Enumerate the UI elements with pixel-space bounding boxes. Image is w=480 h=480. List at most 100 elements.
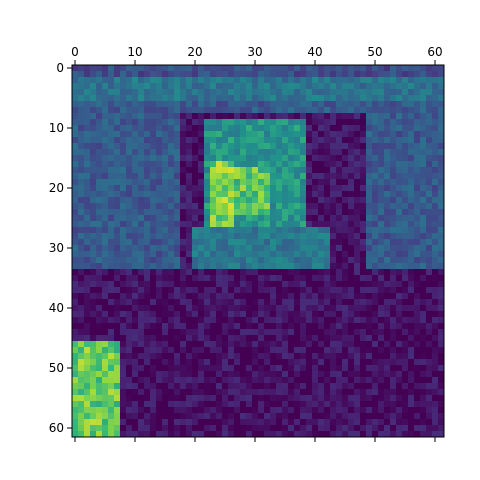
heatmap-cell	[294, 113, 301, 120]
heatmap-cell	[414, 263, 421, 270]
heatmap-cell	[180, 131, 187, 138]
heatmap-cell	[144, 227, 151, 234]
heatmap-cell	[78, 251, 85, 258]
heatmap-cell	[240, 95, 247, 102]
heatmap-cell	[240, 419, 247, 426]
heatmap-cell	[162, 65, 169, 72]
heatmap-cell	[288, 263, 295, 270]
heatmap-cell	[258, 407, 265, 414]
heatmap-cell	[420, 251, 427, 258]
heatmap-cell	[300, 335, 307, 342]
heatmap-cell	[276, 419, 283, 426]
heatmap-cell	[132, 341, 139, 348]
heatmap-cell	[384, 203, 391, 210]
heatmap-cell	[84, 239, 91, 246]
heatmap-cell	[282, 173, 289, 180]
heatmap-cell	[330, 233, 337, 240]
heatmap-cell	[180, 167, 187, 174]
heatmap-cell	[384, 383, 391, 390]
heatmap-cell	[246, 293, 253, 300]
heatmap-cell	[414, 227, 421, 234]
heatmap-cell	[372, 245, 379, 252]
heatmap-cell	[402, 245, 409, 252]
heatmap-cell	[360, 203, 367, 210]
heatmap-cell	[198, 365, 205, 372]
heatmap-cell	[210, 305, 217, 312]
heatmap-cell	[306, 149, 313, 156]
heatmap-cell	[108, 281, 115, 288]
heatmap-cell	[324, 383, 331, 390]
heatmap-cell	[408, 371, 415, 378]
heatmap-cell	[144, 377, 151, 384]
heatmap-cell	[402, 317, 409, 324]
heatmap-cell	[246, 173, 253, 180]
heatmap-cell	[384, 317, 391, 324]
heatmap-cell	[192, 83, 199, 90]
heatmap-cell	[78, 149, 85, 156]
heatmap-cell	[282, 389, 289, 396]
heatmap-cell	[192, 113, 199, 120]
heatmap-cell	[312, 401, 319, 408]
heatmap-cell	[246, 425, 253, 432]
heatmap-cell	[72, 275, 79, 282]
heatmap-cell	[156, 281, 163, 288]
heatmap-cell	[438, 311, 445, 318]
heatmap-cell	[204, 389, 211, 396]
heatmap-cell	[432, 89, 439, 96]
heatmap-cell	[426, 227, 433, 234]
heatmap-cell	[318, 269, 325, 276]
heatmap-cell	[300, 383, 307, 390]
x-tick-label: 60	[427, 45, 442, 59]
heatmap-cell	[366, 413, 373, 420]
heatmap-cell	[414, 425, 421, 432]
heatmap-cell	[156, 263, 163, 270]
heatmap-cell	[246, 395, 253, 402]
heatmap-cell	[366, 113, 373, 120]
heatmap-cell	[102, 275, 109, 282]
heatmap-cell	[126, 101, 133, 108]
heatmap-cell	[432, 251, 439, 258]
heatmap-cell	[288, 77, 295, 84]
heatmap-cell	[402, 335, 409, 342]
heatmap-cell	[396, 323, 403, 330]
heatmap-cell	[342, 215, 349, 222]
heatmap-cell	[96, 173, 103, 180]
heatmap-cell	[114, 161, 121, 168]
heatmap-cell	[198, 419, 205, 426]
heatmap-cell	[306, 365, 313, 372]
heatmap-cell	[126, 353, 133, 360]
heatmap-cell	[204, 215, 211, 222]
heatmap-cell	[342, 245, 349, 252]
heatmap-cell	[96, 401, 103, 408]
heatmap-cell	[360, 107, 367, 114]
heatmap-cell	[276, 395, 283, 402]
heatmap-cell	[282, 359, 289, 366]
heatmap-cell	[348, 263, 355, 270]
heatmap-cell	[390, 419, 397, 426]
heatmap-cell	[72, 341, 79, 348]
heatmap-cell	[288, 353, 295, 360]
heatmap-cell	[132, 305, 139, 312]
heatmap-cell	[354, 353, 361, 360]
heatmap-cell	[354, 113, 361, 120]
heatmap-cell	[138, 179, 145, 186]
heatmap-cell	[354, 101, 361, 108]
heatmap-cell	[270, 293, 277, 300]
heatmap-cell	[240, 113, 247, 120]
heatmap-cell	[156, 269, 163, 276]
heatmap-cell	[438, 401, 445, 408]
heatmap-cell	[168, 245, 175, 252]
heatmap-cell	[276, 341, 283, 348]
heatmap-cell	[192, 119, 199, 126]
heatmap-cell	[348, 167, 355, 174]
heatmap-cell	[192, 311, 199, 318]
heatmap-cell	[378, 323, 385, 330]
heatmap-cell	[198, 317, 205, 324]
heatmap-cell	[216, 119, 223, 126]
heatmap-cell	[312, 137, 319, 144]
heatmap-cell	[162, 359, 169, 366]
heatmap-cell	[348, 77, 355, 84]
heatmap-cell	[120, 371, 127, 378]
heatmap-cell	[72, 365, 79, 372]
heatmap-cell	[180, 341, 187, 348]
